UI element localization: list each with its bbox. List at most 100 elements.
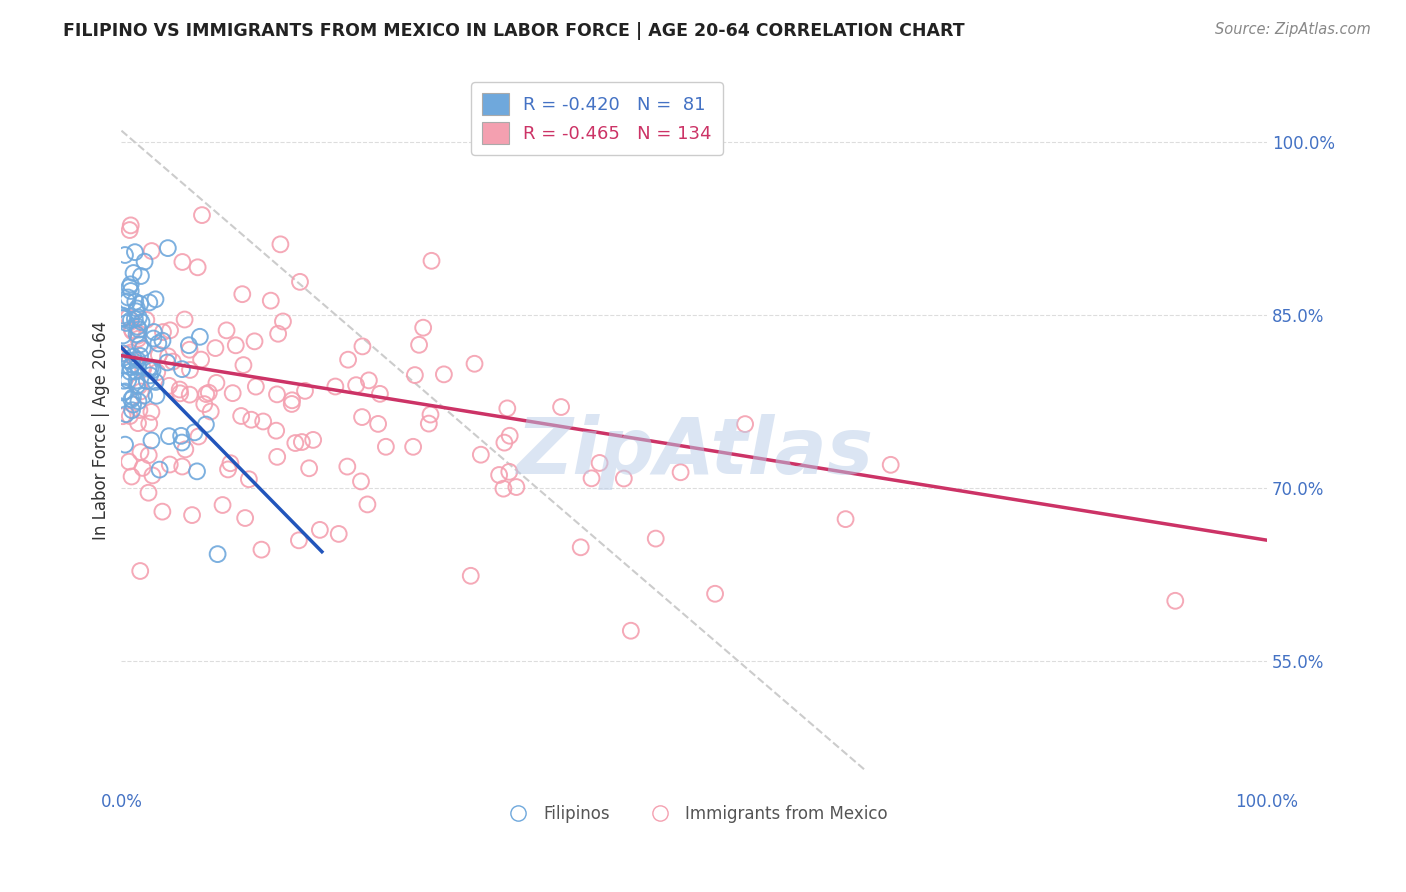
- Point: [118, 455, 141, 469]
- Point: [464, 357, 486, 371]
- Point: [138, 361, 160, 376]
- Point: [124, 294, 146, 309]
- Point: [498, 465, 520, 479]
- Point: [124, 245, 146, 260]
- Point: [114, 437, 136, 451]
- Point: [177, 338, 200, 352]
- Point: [620, 624, 643, 638]
- Point: [129, 349, 152, 363]
- Point: [266, 450, 288, 464]
- Point: [260, 293, 283, 308]
- Point: [288, 533, 311, 548]
- Point: [118, 365, 141, 379]
- Point: [232, 358, 254, 372]
- Point: [148, 348, 170, 362]
- Point: [139, 368, 162, 383]
- Point: [127, 359, 149, 373]
- Point: [267, 326, 290, 341]
- Point: [186, 464, 208, 478]
- Point: [128, 310, 150, 325]
- Text: Source: ZipAtlas.com: Source: ZipAtlas.com: [1215, 22, 1371, 37]
- Point: [499, 429, 522, 443]
- Point: [183, 425, 205, 440]
- Point: [350, 475, 373, 489]
- Point: [352, 410, 374, 425]
- Point: [132, 388, 155, 402]
- Point: [550, 400, 572, 414]
- Point: [217, 462, 239, 476]
- Point: [496, 401, 519, 416]
- Point: [187, 260, 209, 275]
- Point: [128, 379, 150, 393]
- Point: [125, 327, 148, 342]
- Point: [174, 442, 197, 457]
- Point: [122, 266, 145, 280]
- Point: [127, 328, 149, 343]
- Point: [138, 417, 160, 431]
- Point: [112, 311, 135, 326]
- Point: [112, 385, 135, 400]
- Point: [145, 293, 167, 307]
- Point: [408, 338, 430, 352]
- Point: [460, 569, 482, 583]
- Point: [138, 295, 160, 310]
- Point: [131, 461, 153, 475]
- Point: [127, 353, 149, 368]
- Point: [127, 359, 149, 374]
- Point: [129, 268, 152, 283]
- Y-axis label: In Labor Force | Age 20-64: In Labor Force | Age 20-64: [93, 321, 110, 541]
- Point: [129, 445, 152, 459]
- Point: [132, 362, 155, 376]
- Point: [488, 467, 510, 482]
- Point: [131, 315, 153, 329]
- Point: [159, 323, 181, 337]
- Point: [225, 338, 247, 352]
- Point: [187, 429, 209, 443]
- Point: [121, 469, 143, 483]
- Point: [357, 373, 380, 387]
- Point: [243, 334, 266, 349]
- Point: [135, 374, 157, 388]
- Point: [613, 471, 636, 485]
- Point: [172, 255, 194, 269]
- Point: [669, 465, 692, 479]
- Point: [280, 397, 302, 411]
- Point: [581, 471, 603, 485]
- Point: [879, 458, 901, 472]
- Point: [492, 482, 515, 496]
- Point: [418, 417, 440, 431]
- Point: [269, 237, 291, 252]
- Point: [112, 374, 135, 388]
- Point: [298, 461, 321, 475]
- Point: [294, 384, 316, 398]
- Point: [198, 385, 221, 400]
- Point: [117, 310, 139, 325]
- Point: [111, 309, 134, 323]
- Point: [419, 408, 441, 422]
- Point: [111, 409, 134, 424]
- Point: [221, 386, 243, 401]
- Point: [118, 223, 141, 237]
- Point: [120, 277, 142, 292]
- Point: [121, 323, 143, 337]
- Point: [120, 392, 142, 407]
- Point: [179, 363, 201, 377]
- Point: [245, 379, 267, 393]
- Point: [337, 352, 360, 367]
- Point: [142, 331, 165, 345]
- Point: [120, 345, 142, 359]
- Point: [368, 387, 391, 401]
- Point: [211, 498, 233, 512]
- Point: [125, 374, 148, 388]
- Point: [173, 312, 195, 326]
- Point: [284, 436, 307, 450]
- Point: [195, 387, 218, 401]
- Point: [150, 505, 173, 519]
- Point: [142, 363, 165, 377]
- Point: [112, 328, 135, 343]
- Point: [374, 440, 396, 454]
- Point: [204, 341, 226, 355]
- Point: [169, 386, 191, 401]
- Point: [233, 511, 256, 525]
- Point: [734, 417, 756, 431]
